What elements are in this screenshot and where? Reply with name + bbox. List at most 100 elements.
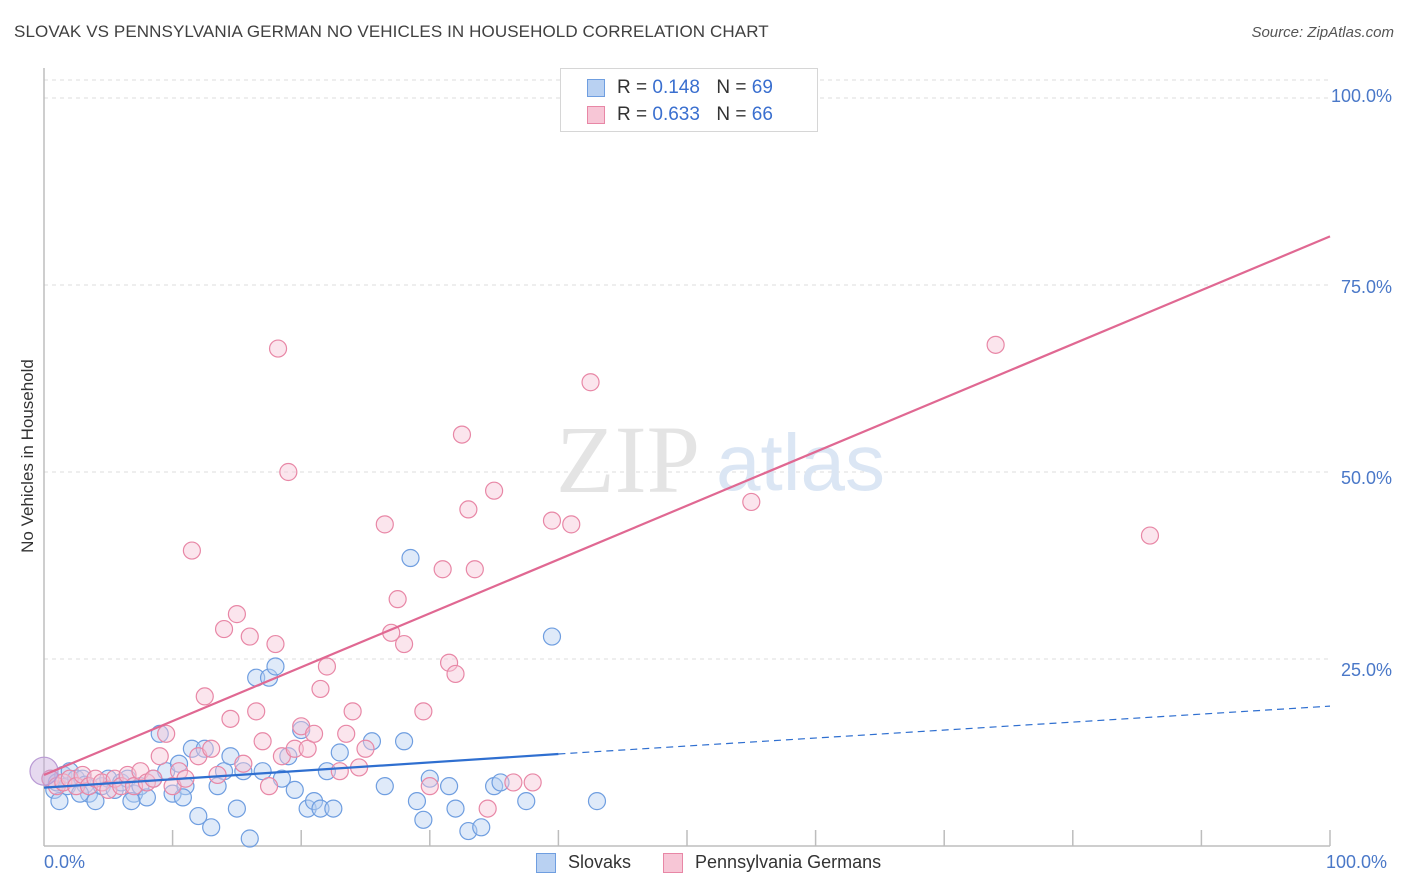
data-point <box>485 481 504 500</box>
data-point <box>253 762 272 781</box>
data-point <box>173 788 192 807</box>
r-value: 0.148 <box>652 77 700 98</box>
data-point <box>202 739 221 758</box>
trend-line-pennsylvania-germans <box>43 235 1331 776</box>
data-point <box>182 541 201 560</box>
y-tick-label: 100.0% <box>1330 86 1392 106</box>
data-point <box>195 687 214 706</box>
data-point <box>266 634 285 654</box>
data-point <box>189 806 208 826</box>
data-point <box>542 627 562 646</box>
data-point <box>317 657 337 676</box>
data-point <box>446 799 465 818</box>
data-point <box>214 619 234 639</box>
data-point <box>253 732 272 751</box>
data-point <box>343 702 362 721</box>
data-point <box>268 339 288 358</box>
data-point <box>50 792 69 811</box>
data-point <box>420 769 439 788</box>
data-point <box>324 799 343 818</box>
data-point <box>504 773 523 792</box>
data-point <box>279 747 298 766</box>
data-point <box>195 739 214 758</box>
data-point <box>169 754 189 773</box>
data-point <box>298 799 317 818</box>
y-tick-label: 50.0% <box>1340 468 1392 488</box>
legend-row-slovaks: R = 0.148 N = 69 <box>587 77 773 99</box>
data-point <box>401 548 420 568</box>
data-point <box>122 792 141 811</box>
data-point <box>439 653 459 672</box>
data-point <box>311 799 330 818</box>
x-tick-label: 100.0% <box>1326 852 1388 872</box>
data-point <box>247 702 266 721</box>
legend-label: Pennsylvania Germans <box>695 852 882 872</box>
data-point <box>337 724 356 743</box>
y-tick-label: 75.0% <box>1340 277 1392 297</box>
data-point <box>298 739 317 758</box>
data-point <box>234 754 253 773</box>
data-point <box>420 777 439 796</box>
data-point <box>240 627 259 646</box>
data-point <box>562 515 581 534</box>
data-point <box>375 515 394 534</box>
n-label: N = <box>716 77 747 98</box>
legend-item-slovaks: Slovaks <box>536 852 631 873</box>
data-point <box>523 773 542 792</box>
x-tick-label: 0.0% <box>44 852 86 872</box>
data-point <box>304 724 324 743</box>
data-point <box>394 634 414 654</box>
data-point <box>330 762 349 781</box>
data-point <box>452 425 472 444</box>
data-point <box>472 818 491 837</box>
legend-row-pennsylvania-germans: R = 0.633 N = 66 <box>587 104 773 126</box>
data-point <box>137 788 156 807</box>
watermark-atlas: atlas <box>716 418 885 507</box>
data-point <box>144 769 163 788</box>
data-point <box>433 560 452 579</box>
n-value: 66 <box>751 104 773 125</box>
data-point <box>227 799 246 818</box>
data-point <box>362 732 382 751</box>
data-point <box>375 777 394 796</box>
legend-swatch-slovaks <box>536 852 556 873</box>
legend-swatch-pennsylvania-germans <box>663 852 684 873</box>
correlation-legend: R = 0.148 N = 69 R = 0.633 N = 66 <box>560 68 818 132</box>
data-point <box>304 792 324 811</box>
data-point <box>182 739 201 758</box>
data-point <box>414 810 433 829</box>
n-value: 69 <box>751 77 773 98</box>
y-tick-label: 25.0% <box>1340 660 1392 680</box>
data-point <box>446 664 465 684</box>
data-point <box>240 829 259 848</box>
data-point <box>356 739 375 758</box>
data-point <box>317 762 337 781</box>
data-point <box>221 709 240 728</box>
data-point <box>227 605 246 624</box>
data-point <box>1140 526 1160 545</box>
data-point <box>330 743 349 762</box>
legend-swatch-pennsylvania-germans <box>587 106 605 124</box>
data-point <box>285 739 304 758</box>
r-value: 0.633 <box>652 104 700 125</box>
trend-line-slovaks <box>43 752 559 789</box>
source-label: Source: ZipAtlas.com <box>1251 24 1394 41</box>
n-label: N = <box>716 104 747 125</box>
data-point <box>279 462 298 482</box>
data-point <box>86 792 105 811</box>
chart-title: SLOVAK VS PENNSYLVANIA GERMAN NO VEHICLE… <box>14 22 769 41</box>
r-label: R = <box>617 77 648 98</box>
data-point <box>285 780 304 800</box>
data-point <box>407 792 427 811</box>
series-legend: Slovaks Pennsylvania Germans <box>536 852 913 873</box>
data-point <box>202 818 221 837</box>
data-point <box>266 657 285 676</box>
data-point <box>542 511 562 530</box>
data-point <box>517 792 536 811</box>
data-point <box>414 702 433 721</box>
r-label: R = <box>617 104 648 125</box>
legend-item-pennsylvania-germans: Pennsylvania Germans <box>663 852 881 873</box>
watermark-zip: ZIP <box>556 406 700 513</box>
data-point <box>742 492 761 512</box>
data-point <box>986 335 1005 354</box>
